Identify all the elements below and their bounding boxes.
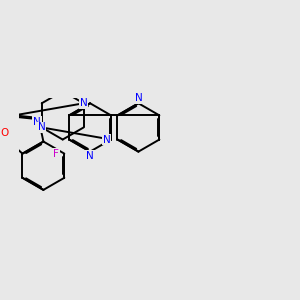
Text: N: N	[38, 122, 46, 133]
Text: F: F	[53, 148, 59, 159]
Text: N: N	[86, 151, 94, 161]
Text: N: N	[135, 93, 142, 103]
Text: O: O	[0, 128, 9, 138]
Text: N: N	[103, 134, 110, 145]
Text: N: N	[33, 117, 41, 127]
Text: N: N	[80, 98, 88, 108]
